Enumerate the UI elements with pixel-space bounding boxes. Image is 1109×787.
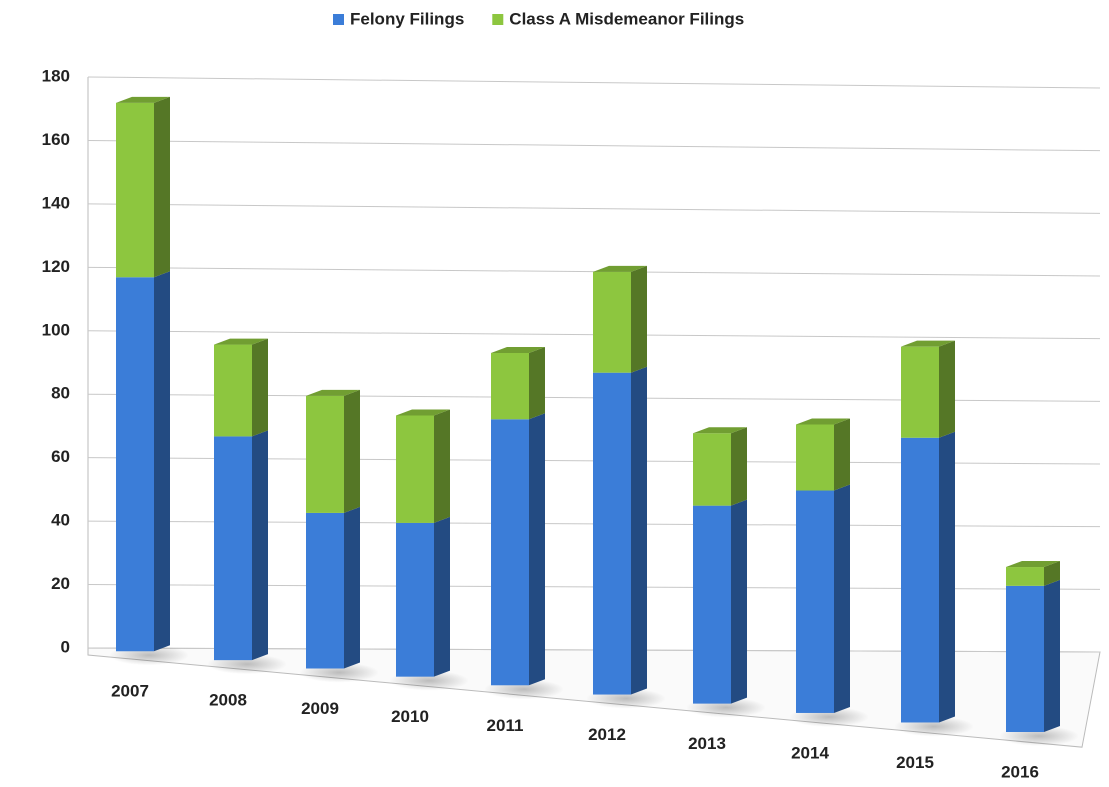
- bar-top: [796, 418, 850, 425]
- bar-side: [154, 271, 170, 652]
- x-tick-label: 2014: [791, 743, 829, 762]
- bar-top: [693, 427, 747, 434]
- bar-top: [1006, 561, 1060, 568]
- bar-side: [1044, 579, 1060, 733]
- bar: [116, 102, 154, 278]
- bar: [593, 271, 631, 373]
- bar: [116, 277, 154, 652]
- bar: [491, 419, 529, 686]
- bar-side: [731, 427, 747, 506]
- bar-side: [434, 516, 450, 677]
- bar-side: [731, 499, 747, 704]
- grid-line: [87, 203, 1101, 214]
- bar-side: [434, 409, 450, 523]
- bar-side: [154, 96, 170, 278]
- x-tick-label: 2016: [1001, 762, 1039, 781]
- x-tick-label: 2008: [209, 691, 247, 710]
- bar-top: [901, 340, 955, 347]
- bar: [306, 512, 344, 669]
- y-tick-label: 60: [51, 447, 70, 466]
- legend: Felony Filings Class A Misdemeanor Filing…: [333, 9, 744, 28]
- bar-side: [834, 484, 850, 713]
- y-tick-label: 40: [51, 511, 70, 530]
- bar: [306, 395, 344, 513]
- bar: [214, 436, 252, 661]
- bar: [491, 353, 529, 420]
- y-tick-label: 160: [42, 130, 70, 149]
- y-tick-label: 100: [42, 320, 70, 339]
- bar-side: [939, 340, 955, 438]
- bar-top: [593, 265, 647, 272]
- bar-side: [529, 347, 545, 420]
- bar: [901, 346, 939, 438]
- bar-side: [252, 338, 268, 437]
- x-tick-label: 2015: [896, 753, 934, 772]
- y-tick-label: 20: [51, 574, 70, 593]
- bar-top: [306, 389, 360, 396]
- bar-side: [939, 431, 955, 723]
- bar-top: [491, 347, 545, 354]
- bar-side: [631, 366, 647, 695]
- x-tick-label: 2013: [688, 734, 726, 753]
- bar-side: [529, 413, 545, 686]
- bar: [1006, 567, 1044, 586]
- bar: [214, 344, 252, 437]
- bar-side: [631, 265, 647, 373]
- y-tick-label: 80: [51, 384, 70, 403]
- y-tick-label: 0: [61, 637, 70, 656]
- bar-top: [396, 409, 450, 416]
- y-tick-label: 140: [42, 193, 70, 212]
- x-tick-label: 2011: [487, 716, 524, 735]
- legend-label: Felony Filings: [350, 9, 464, 28]
- bar-top: [116, 96, 170, 103]
- legend-swatch: [333, 14, 344, 25]
- bar: [593, 372, 631, 695]
- x-tick-label: 2010: [391, 707, 429, 726]
- y-tick-label: 180: [42, 66, 70, 85]
- bar: [396, 522, 434, 677]
- bar: [901, 437, 939, 723]
- x-tick-label: 2012: [588, 725, 626, 744]
- grid-line: [87, 139, 1101, 152]
- bar: [693, 505, 731, 704]
- x-tick-label: 2009: [301, 699, 339, 718]
- bar: [796, 424, 834, 491]
- bar-side: [252, 430, 268, 661]
- grid-line: [87, 76, 1101, 89]
- y-tick-label: 120: [42, 257, 70, 276]
- bar-top: [214, 338, 268, 345]
- bar: [1006, 585, 1044, 733]
- bar: [796, 490, 834, 713]
- legend-label: Class A Misdemeanor Filings: [509, 9, 744, 28]
- bar-side: [1044, 561, 1060, 586]
- bar-side: [344, 506, 360, 669]
- x-tick-label: 2007: [111, 682, 149, 701]
- legend-swatch: [492, 14, 504, 25]
- bar: [396, 415, 434, 523]
- bar-side: [344, 389, 360, 513]
- bar-side: [834, 418, 850, 491]
- bar: [693, 433, 731, 506]
